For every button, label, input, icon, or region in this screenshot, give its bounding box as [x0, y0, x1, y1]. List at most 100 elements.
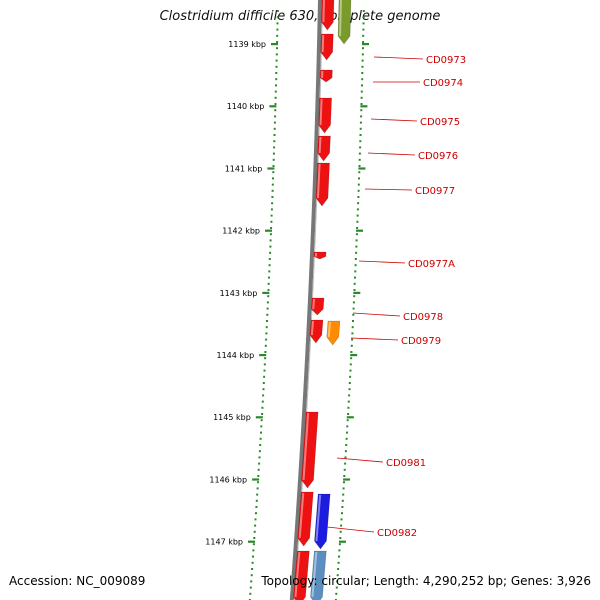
- gene-arrow: [337, 0, 352, 45]
- scale-tick: [274, 115, 277, 118]
- scale-tick: [357, 183, 360, 186]
- scale-tick: [275, 84, 277, 87]
- scale-tick: [341, 506, 344, 508]
- scale-tick: [276, 22, 279, 25]
- scale-major-tick: [356, 229, 363, 232]
- scale-major-tick: [358, 167, 366, 170]
- scale-tick: [356, 227, 359, 229]
- scale-tick: [356, 220, 359, 223]
- scale-tick: [272, 152, 275, 155]
- gene-shine: [294, 551, 301, 598]
- scale-tick: [358, 158, 361, 161]
- scale-tick: [361, 65, 364, 68]
- scale-tick: [337, 568, 340, 570]
- scale-tick: [252, 555, 254, 558]
- scale-tick: [359, 127, 362, 130]
- scale-tick: [349, 369, 352, 372]
- scale-tick: [342, 487, 345, 490]
- scale-tick: [252, 549, 255, 552]
- scale-tick: [349, 363, 352, 366]
- scale-tick: [275, 65, 278, 68]
- genome-summary: Topology: circular; Length: 4,290,252 bp…: [261, 574, 591, 588]
- scale-tick: [336, 574, 339, 577]
- scale-tick: [359, 146, 362, 149]
- scale-major-tick: [346, 416, 354, 419]
- scale-tick: [262, 394, 265, 397]
- scale-tick: [273, 121, 276, 124]
- scale-tick: [276, 41, 279, 43]
- scale-tick: [354, 264, 357, 267]
- gene-arrow: [319, 69, 333, 83]
- gene-features: [293, 0, 352, 600]
- scale-tick: [356, 214, 359, 217]
- scale-tick: [356, 208, 359, 211]
- scale-tick: [257, 468, 260, 471]
- gene-arrow: [313, 251, 327, 260]
- scale-tick: [263, 375, 266, 378]
- scale-major-tick: [271, 43, 278, 46]
- scale-major-tick: [252, 478, 260, 481]
- gene-shine: [310, 320, 314, 336]
- scale-tick: [346, 431, 348, 434]
- gene-arrow: [301, 411, 319, 489]
- gene-shine: [318, 136, 322, 154]
- gene-arrow: [309, 319, 324, 344]
- scale-tick: [340, 518, 343, 521]
- scale-tick: [269, 233, 272, 236]
- scale-tick: [270, 227, 273, 229]
- scale-tick: [272, 177, 274, 180]
- scale-tick: [251, 568, 254, 570]
- scale-tick: [341, 512, 343, 515]
- scale-tick: [269, 251, 272, 254]
- scale-tick: [262, 382, 265, 384]
- scale-tick: [271, 202, 274, 205]
- scale-tick: [268, 270, 271, 273]
- leader-line: [373, 56, 424, 60]
- scale-tick: [344, 456, 347, 459]
- scale-tick: [268, 258, 271, 260]
- scale-tick: [270, 214, 273, 217]
- scale-tick: [273, 140, 276, 143]
- scale-major-tick: [262, 291, 270, 294]
- scale-tick: [343, 475, 346, 477]
- scale-tick: [342, 493, 345, 496]
- scale-tick: [358, 152, 361, 155]
- scale-tick: [276, 16, 279, 19]
- gene-label: CD0982: [377, 528, 417, 539]
- leader-line: [350, 337, 399, 341]
- scale-tick: [343, 468, 346, 471]
- scale-tick: [260, 425, 263, 428]
- scale-tick: [358, 165, 361, 167]
- scale-tick: [263, 363, 266, 366]
- gene-arrow: [293, 550, 310, 600]
- gene-arrow: [326, 320, 341, 346]
- gene-labels: CD0973 CD0974 CD0975 CD0976 CD0977 CD0977A CD0…: [377, 55, 466, 539]
- scale-ticks-left: [248, 10, 279, 600]
- gene-label: CD0975: [420, 117, 460, 128]
- scale-tick: [345, 437, 348, 440]
- scale-tick: [361, 84, 363, 87]
- scale-tick: [265, 326, 268, 329]
- scale-tick: [361, 72, 364, 74]
- scale-ticks-right: [334, 10, 369, 600]
- scale-tick: [258, 456, 261, 459]
- scale-tick: [266, 307, 269, 310]
- gene-label: CD0977: [415, 186, 455, 197]
- scale-tick: [263, 369, 266, 372]
- scale-tick: [269, 239, 272, 242]
- scale-major-tick: [362, 43, 369, 46]
- scale-tick: [361, 78, 364, 81]
- scale-tick: [266, 320, 268, 322]
- scale-tick: [350, 357, 353, 360]
- scale-label: 1143 kbp: [220, 289, 258, 298]
- scale-tick: [260, 419, 263, 422]
- scale-tick: [261, 413, 264, 415]
- scale-tick: [274, 109, 277, 112]
- scale-tick: [347, 400, 350, 403]
- scale-tick: [266, 313, 269, 316]
- scale-tick: [360, 96, 363, 99]
- scale-tick: [359, 140, 362, 143]
- leader-line: [352, 312, 401, 317]
- scale-tick: [354, 276, 356, 279]
